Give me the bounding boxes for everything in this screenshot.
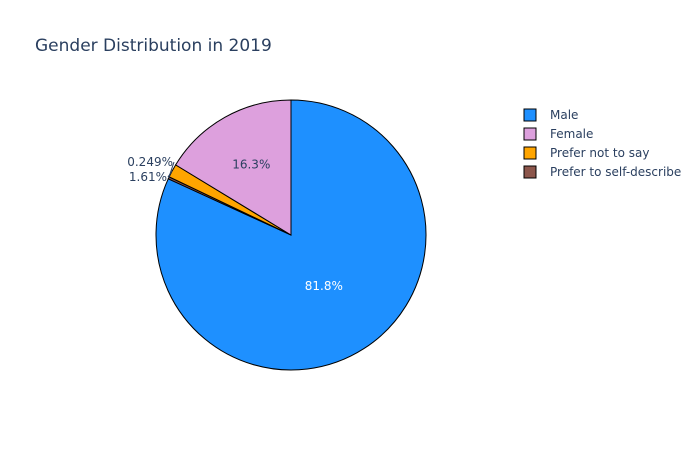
legend-swatch-female	[523, 127, 537, 141]
slice-label-prefer-to-self-describe: 0.249%	[127, 155, 173, 169]
slice-leader-prefer-not-to-say	[167, 170, 173, 178]
legend-label-prefer-to-self-describe: Prefer to self-describe	[550, 165, 681, 179]
legend-label-prefer-not-to-say: Prefer not to say	[550, 146, 649, 160]
slice-label-female: 16.3%	[232, 157, 270, 171]
chart-title: Gender Distribution in 2019	[35, 36, 272, 56]
legend-label-female: Female	[550, 127, 593, 141]
legend-item-male[interactable]: Male	[523, 108, 578, 122]
pie-slices	[155, 99, 427, 371]
slice-label-male: 81.8%	[305, 279, 343, 293]
legend-item-female[interactable]: Female	[523, 127, 593, 141]
legend-swatch-prefer-to-self-describe	[523, 165, 537, 179]
legend-swatch-prefer-not-to-say	[523, 146, 537, 160]
legend-item-prefer-not-to-say[interactable]: Prefer not to say	[523, 146, 649, 160]
pie-labels: 81.8% 0.249%1.61% 16.3%	[127, 155, 343, 293]
legend-label-male: Male	[550, 108, 578, 122]
legend-swatch-male	[523, 108, 537, 122]
slice-label-prefer-not-to-say: 1.61%	[129, 170, 167, 184]
pie-slice-female	[174, 99, 292, 236]
legend: Male Female Prefer not to say Prefer to sel…	[523, 108, 681, 179]
legend-item-prefer-to-self-describe[interactable]: Prefer to self-describe	[523, 165, 681, 179]
